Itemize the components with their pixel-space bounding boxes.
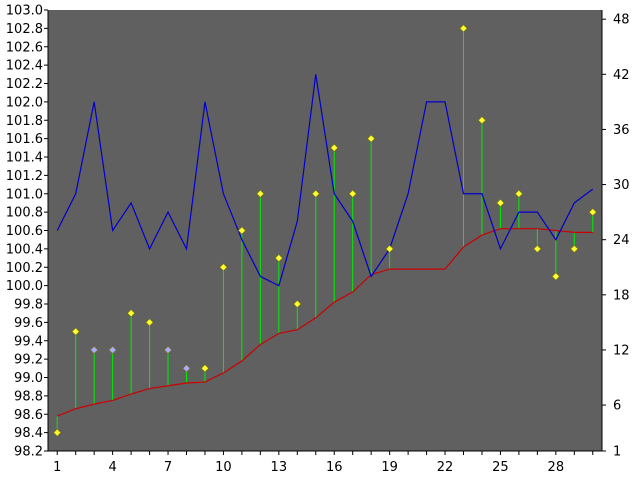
data-point [348, 189, 357, 198]
left-tick-label: 99.0 [14, 371, 43, 386]
left-tick-label: 98.8 [14, 389, 43, 404]
data-point [145, 318, 154, 327]
left-tick-label: 101.4 [6, 151, 43, 166]
data-point [311, 189, 320, 198]
data-point [108, 345, 117, 354]
x-tick-label: 1 [53, 460, 61, 475]
data-point [330, 143, 339, 152]
data-point [274, 254, 283, 263]
series-red-line [57, 228, 593, 417]
data-point [385, 244, 394, 253]
data-point [293, 299, 302, 309]
left-tick-label: 99.8 [14, 298, 43, 313]
data-point [219, 263, 228, 272]
left-tick-label: 98.2 [14, 445, 43, 460]
left-tick-label: 99.6 [14, 316, 43, 331]
data-point [514, 189, 523, 198]
right-tick-label: 12 [613, 343, 630, 358]
x-tick-label: 25 [492, 460, 509, 475]
data-point [164, 345, 173, 354]
right-tick-label: 30 [613, 178, 630, 193]
data-point [53, 428, 62, 437]
data-point [551, 272, 560, 281]
left-tick-label: 102.2 [6, 77, 43, 92]
right-tick-label: 48 [613, 13, 630, 28]
data-point [533, 244, 542, 253]
left-tick-label: 100.6 [6, 224, 43, 239]
left-tick-label: 100.2 [6, 261, 43, 276]
left-tick-label: 101.8 [6, 114, 43, 129]
right-tick-label: 24 [613, 233, 630, 248]
data-point [459, 24, 468, 33]
x-tick-label: 4 [108, 460, 116, 475]
left-tick-label: 99.4 [14, 334, 43, 349]
data-point [570, 244, 579, 253]
left-tick-label: 103.0 [6, 4, 43, 19]
x-tick-label: 19 [381, 460, 398, 475]
data-point [182, 364, 191, 373]
data-point [477, 116, 486, 125]
series-blue-line [56, 74, 594, 287]
left-tick-label: 100.4 [6, 242, 43, 257]
data-point [90, 345, 99, 354]
data-point [127, 309, 136, 318]
right-tick-label: 6 [613, 399, 621, 414]
left-tick-label: 101.6 [6, 132, 43, 147]
left-tick-label: 101.0 [6, 187, 43, 202]
left-tick-label: 100.0 [6, 279, 43, 294]
left-tick-label: 102.4 [6, 59, 43, 74]
left-tick-label: 98.6 [14, 408, 43, 423]
data-point [200, 364, 209, 373]
x-tick-label: 10 [215, 460, 232, 475]
x-tick-label: 16 [326, 460, 343, 475]
x-tick-label: 13 [271, 460, 288, 475]
data-point [588, 208, 597, 217]
data-point [496, 198, 505, 207]
data-point [237, 226, 246, 235]
left-tick-label: 102.0 [6, 95, 43, 110]
left-tick-label: 102.6 [6, 40, 43, 55]
data-point [71, 327, 80, 336]
right-tick-label: 36 [613, 123, 630, 138]
data-point [256, 189, 265, 198]
left-tick-label: 98.4 [14, 426, 43, 441]
right-tick-label: 1 [613, 445, 621, 460]
right-tick-label: 42 [613, 68, 630, 83]
left-tick-label: 101.2 [6, 169, 43, 184]
left-tick-label: 99.2 [14, 353, 43, 368]
left-tick-label: 102.8 [6, 22, 43, 37]
data-point [367, 134, 376, 143]
x-tick-label: 22 [437, 460, 454, 475]
x-tick-label: 28 [548, 460, 565, 475]
right-tick-label: 18 [613, 288, 630, 303]
left-tick-label: 100.8 [6, 206, 43, 221]
x-tick-label: 7 [164, 460, 172, 475]
